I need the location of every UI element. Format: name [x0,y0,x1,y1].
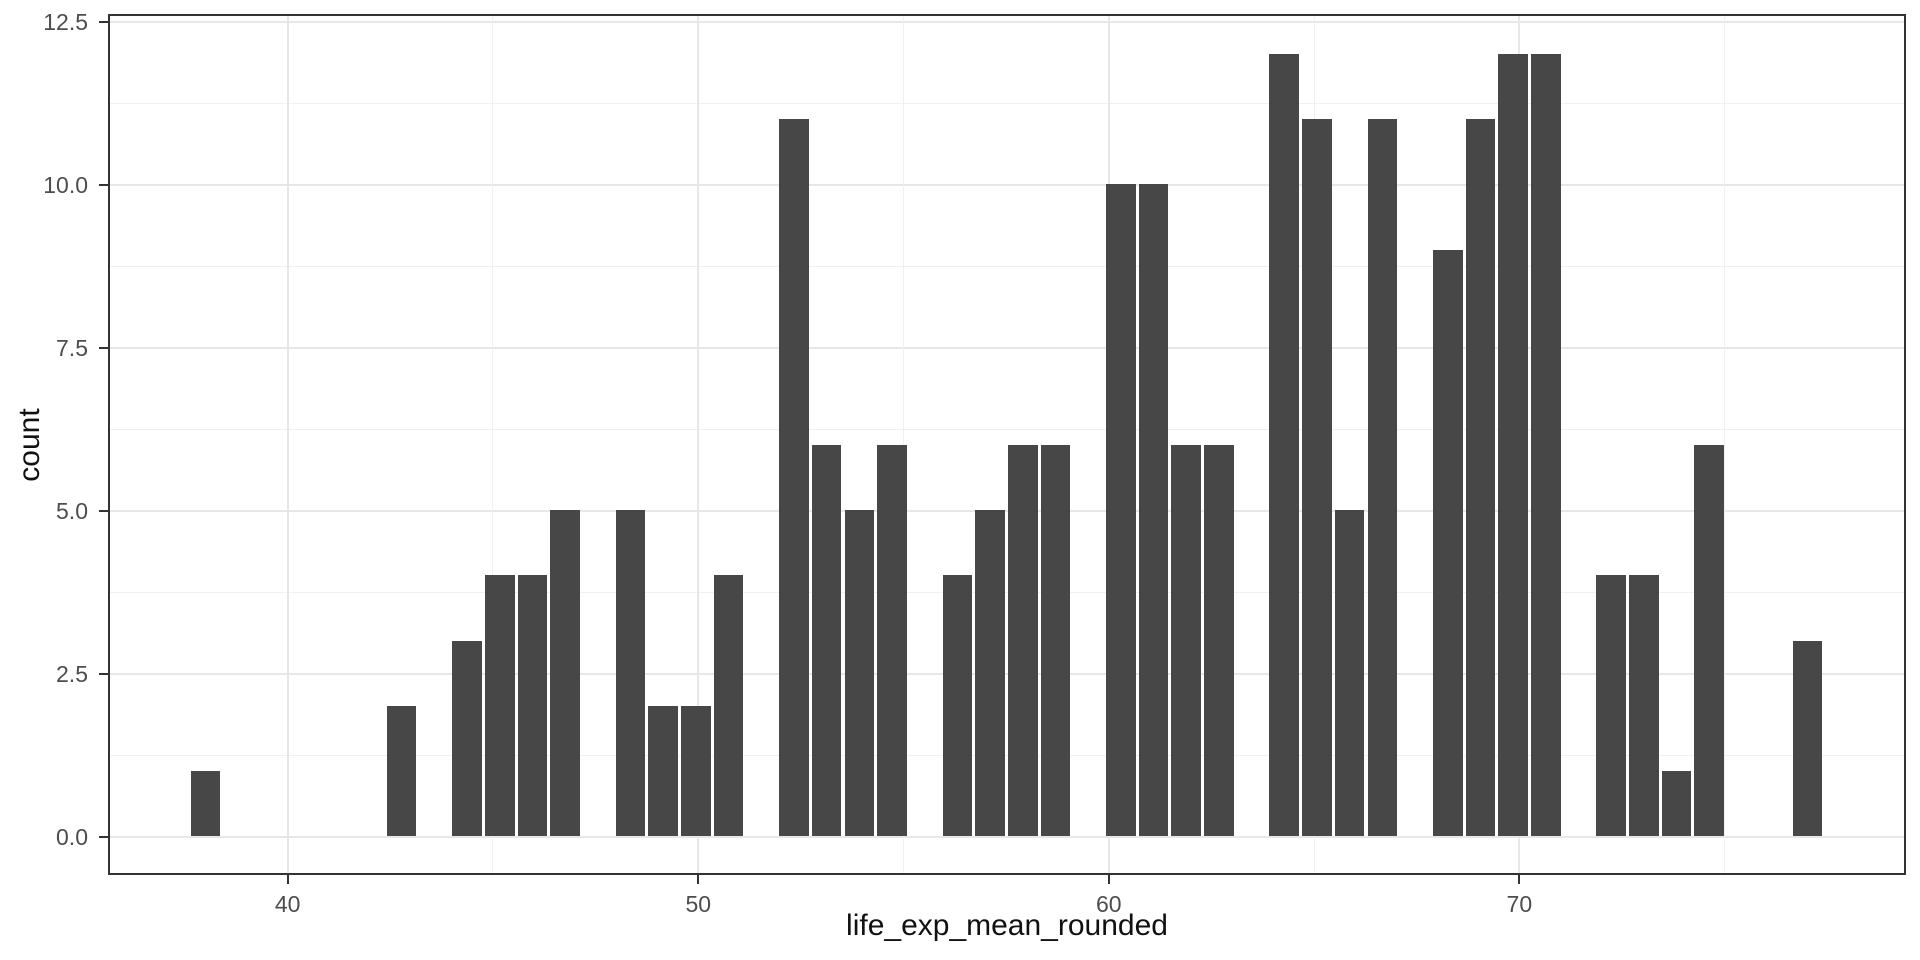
y-axis-title: count [13,407,46,482]
gridline-minor-x [903,14,905,875]
x-tick-mark [1107,875,1110,884]
histogram-bar [1661,770,1692,836]
histogram-bar [1367,119,1398,836]
y-tick-mark [99,509,108,512]
gridline-minor-y [108,754,1906,756]
y-tick-label: 12.5 [43,9,88,35]
histogram-bar [681,705,711,836]
gridline-minor-x [1724,14,1726,875]
y-tick-mark [99,346,108,349]
histogram-bar [1302,119,1332,836]
y-tick-label: 2.5 [56,660,88,687]
gridline-major-y [108,672,1906,675]
gridline-major-x [286,14,289,875]
y-tick-mark [99,183,108,186]
histogram-bar [1694,445,1725,836]
y-tick-label: 10.0 [43,171,88,198]
x-tick-mark [1518,875,1521,884]
gridline-major-x [697,14,700,875]
histogram-bar [1530,54,1561,836]
y-tick-mark [99,672,108,675]
histogram-bar [1007,445,1038,836]
histogram-bar [1171,445,1201,836]
histogram-bar [190,770,221,836]
x-tick-label: 60 [1096,891,1122,917]
gridline-minor-x [492,14,494,875]
histogram-bar [942,575,973,836]
histogram-bar [1432,249,1463,836]
histogram-bar [1792,640,1823,836]
gridline-minor-y [108,428,1906,430]
histogram-bar [1040,445,1071,836]
histogram-bar [713,575,744,836]
y-tick-mark [99,835,108,838]
y-tick-label: 0.0 [56,823,88,850]
histogram-bar [1629,575,1659,836]
y-tick-mark [99,21,108,23]
gridline-minor-y [108,102,1906,104]
gridline-minor-y [108,265,1906,267]
histogram-bar [517,575,548,836]
gridline-major-y [108,346,1906,349]
histogram-bar [386,705,417,836]
x-tick-mark [697,875,700,884]
gridline-major-y [108,183,1906,186]
x-tick-label: 70 [1506,891,1533,917]
histogram-bar [452,640,482,836]
histogram-bar [550,510,580,836]
histogram-bar [1204,445,1234,836]
gridline-major-y [108,835,1906,838]
histogram-bar [1106,184,1136,836]
histogram-bar [1138,184,1169,836]
histogram-bar [615,510,646,836]
gridline-minor-y [108,591,1906,593]
x-axis-title: life_exp_mean_rounded [846,909,1168,942]
histogram-bar [779,119,809,836]
gridline-major-y [108,509,1906,512]
histogram-bar [1334,510,1365,836]
x-tick-mark [286,875,289,884]
histogram-bar [811,445,842,836]
x-tick-label: 40 [274,891,301,917]
histogram-bar [975,510,1005,836]
y-tick-label: 7.5 [56,334,88,361]
x-tick-label: 50 [685,891,712,917]
histogram-bar [844,510,875,836]
gridline-major-y [108,21,1906,23]
histogram-bar [1596,575,1626,836]
histogram-bar [1465,119,1496,836]
y-tick-label: 5.0 [56,497,88,524]
histogram-bar [648,705,678,836]
histogram-bar [484,575,515,836]
histogram-bar [877,445,907,836]
histogram-bar [1269,54,1300,836]
histogram-bar [1498,54,1528,836]
